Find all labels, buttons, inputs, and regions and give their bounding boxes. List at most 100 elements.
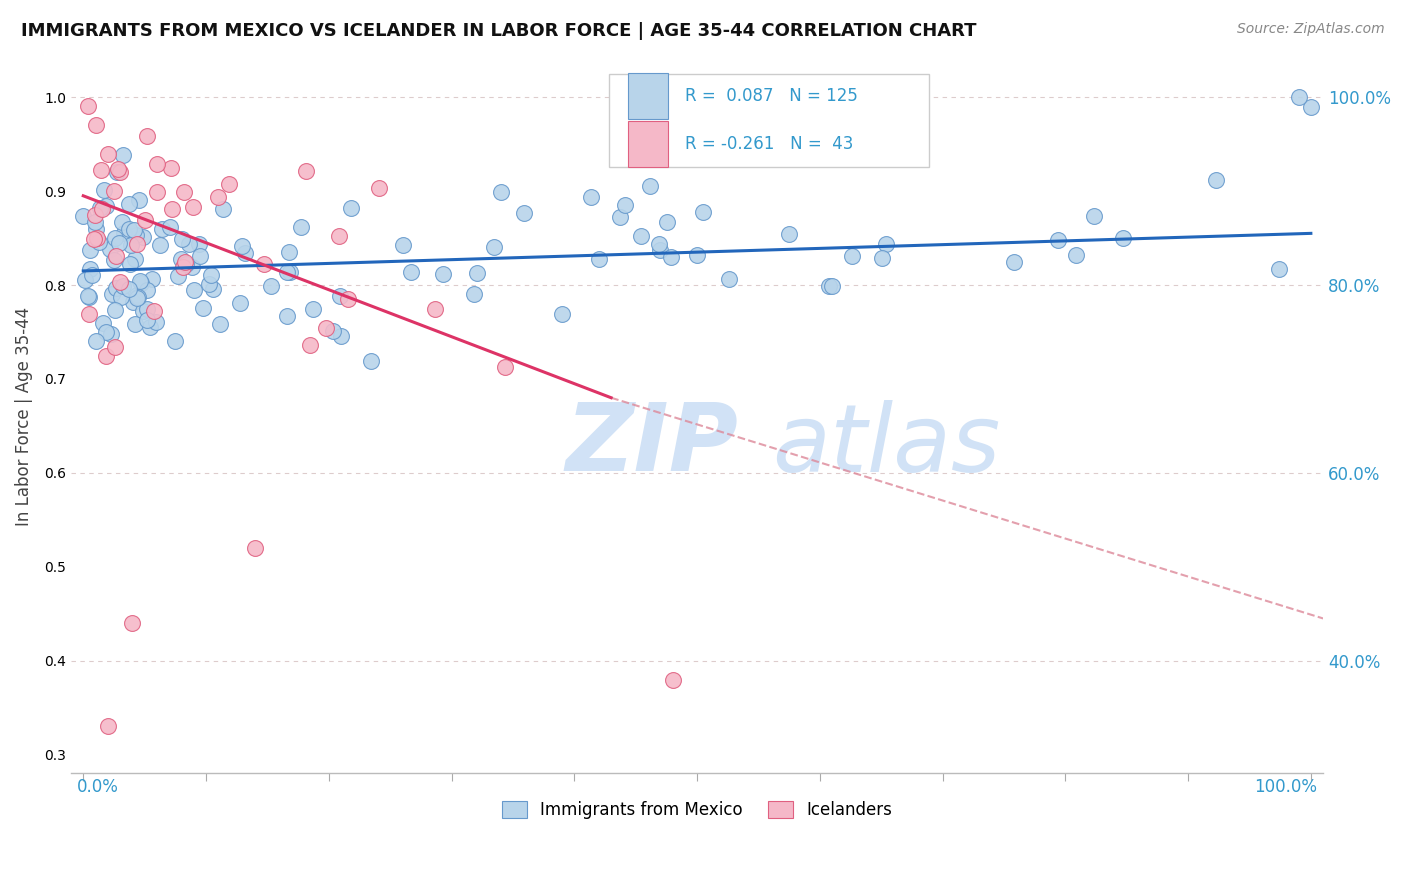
Point — [128, 194, 150, 208]
Point — [124, 223, 146, 237]
Point — [105, 165, 128, 179]
Point — [1288, 90, 1310, 104]
Point — [647, 237, 669, 252]
Point — [141, 271, 163, 285]
Text: 0.0%: 0.0% — [77, 778, 120, 797]
Point — [1046, 233, 1069, 247]
Point — [173, 186, 195, 200]
Point — [253, 257, 276, 271]
Point — [121, 295, 143, 310]
Point — [1299, 99, 1322, 113]
Point — [110, 289, 132, 303]
Legend: Immigrants from Mexico, Icelanders: Immigrants from Mexico, Icelanders — [495, 794, 898, 826]
Point — [111, 215, 134, 229]
Point — [655, 215, 678, 229]
Point — [467, 266, 489, 280]
Point — [79, 244, 101, 258]
Point — [108, 165, 131, 179]
Point — [84, 221, 107, 235]
Point — [101, 287, 124, 301]
Point — [339, 201, 361, 215]
Point — [87, 235, 110, 249]
FancyBboxPatch shape — [609, 74, 929, 167]
Point — [231, 239, 253, 253]
Point — [108, 275, 131, 289]
Point — [127, 288, 149, 302]
Point — [1267, 261, 1289, 276]
Point — [132, 230, 155, 244]
Point — [89, 201, 111, 215]
Point — [191, 301, 214, 315]
Point — [104, 249, 127, 263]
Point — [202, 282, 225, 296]
Point — [200, 268, 222, 282]
Point — [77, 290, 100, 304]
Point — [170, 232, 193, 246]
Point — [198, 277, 221, 291]
Point — [83, 231, 105, 245]
Point — [90, 162, 112, 177]
Point — [183, 283, 205, 297]
Point — [149, 238, 172, 252]
Point — [132, 303, 155, 318]
Point — [124, 252, 146, 267]
Point — [103, 252, 125, 267]
Point — [172, 260, 194, 274]
Point — [630, 229, 652, 244]
Point — [108, 235, 131, 250]
Point — [329, 288, 352, 302]
Point — [120, 257, 142, 271]
Point — [86, 231, 108, 245]
Point — [84, 215, 107, 229]
Point — [328, 228, 350, 243]
Point — [692, 204, 714, 219]
Point — [96, 325, 118, 339]
Point — [84, 334, 107, 348]
Point — [1083, 210, 1105, 224]
Point — [432, 267, 454, 281]
Point — [322, 324, 344, 338]
Point — [551, 307, 574, 321]
Point — [367, 181, 389, 195]
Point — [150, 222, 173, 236]
Point — [84, 208, 107, 222]
Point — [1111, 231, 1133, 245]
Point — [135, 128, 157, 143]
Point — [181, 200, 204, 214]
Point — [218, 177, 240, 191]
Text: R = -0.261   N =  43: R = -0.261 N = 43 — [685, 136, 853, 153]
Point — [392, 238, 415, 252]
Point — [463, 287, 485, 301]
Text: atlas: atlas — [772, 400, 1001, 491]
Point — [638, 178, 661, 193]
Point — [125, 291, 148, 305]
Point — [143, 304, 166, 318]
Text: 100.0%: 100.0% — [1254, 778, 1317, 797]
Text: IMMIGRANTS FROM MEXICO VS ICELANDER IN LABOR FORCE | AGE 35-44 CORRELATION CHART: IMMIGRANTS FROM MEXICO VS ICELANDER IN L… — [21, 22, 977, 40]
Text: Source: ZipAtlas.com: Source: ZipAtlas.com — [1237, 22, 1385, 37]
Point — [1064, 248, 1087, 262]
Point — [336, 292, 359, 306]
Point — [138, 319, 160, 334]
Point — [145, 157, 167, 171]
Point — [820, 279, 842, 293]
Point — [174, 255, 197, 269]
Point — [235, 245, 257, 260]
Text: R =  0.087   N = 125: R = 0.087 N = 125 — [685, 87, 858, 105]
Point — [104, 281, 127, 295]
Point — [96, 349, 118, 363]
Point — [181, 260, 204, 275]
Point — [207, 190, 229, 204]
Point — [94, 198, 117, 212]
Point — [278, 245, 301, 260]
Bar — [628, 73, 668, 120]
Point — [174, 257, 197, 271]
Point — [302, 301, 325, 316]
Point — [423, 301, 446, 316]
Point — [79, 262, 101, 277]
Point — [91, 316, 114, 330]
Point — [160, 202, 183, 217]
Point — [841, 249, 863, 263]
Point — [121, 616, 143, 631]
Point — [650, 243, 672, 257]
